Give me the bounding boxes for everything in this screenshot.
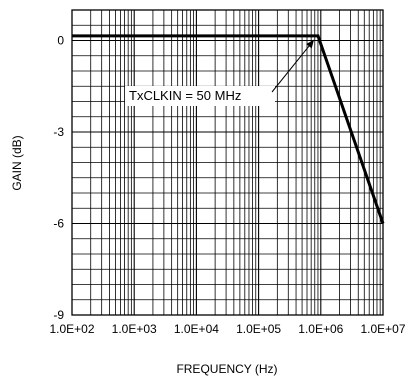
annotation-arrow-head	[306, 39, 314, 49]
major-gridlines	[72, 10, 383, 315]
minor-gridlines	[72, 9, 383, 316]
annotation-background	[125, 86, 275, 106]
annotation-layer: TxCLKIN = 50 MHz	[125, 39, 315, 106]
series-layer	[72, 34, 385, 224]
x-axis-title: FREQUENCY (Hz)	[176, 362, 277, 376]
x-tick-label: 1.0E+07	[360, 322, 405, 336]
y-tick-label: -3	[53, 125, 64, 139]
y-tick-label: 0	[57, 34, 64, 48]
y-tick-label: -9	[53, 308, 64, 322]
x-tick-label: 1.0E+06	[298, 322, 343, 336]
x-tick-label: 1.0E+03	[112, 322, 157, 336]
annotation-label: TxCLKIN = 50 MHz	[129, 88, 241, 103]
y-axis-title: GAIN (dB)	[10, 135, 24, 190]
x-tick-label: 1.0E+05	[236, 322, 281, 336]
x-tick-labels: 1.0E+02 1.0E+03 1.0E+04 1.0E+05 1.0E+06 1.0E+…	[49, 322, 405, 336]
gain-curve	[72, 34, 385, 224]
annotation-arrow-line	[271, 39, 315, 93]
x-tick-label: 1.0E+04	[174, 322, 219, 336]
y-tick-label: -6	[53, 217, 64, 231]
x-tick-label: 1.0E+02	[49, 322, 94, 336]
y-tick-labels: 0 -3 -6 -9	[53, 34, 64, 323]
plot-frame	[71, 9, 384, 316]
